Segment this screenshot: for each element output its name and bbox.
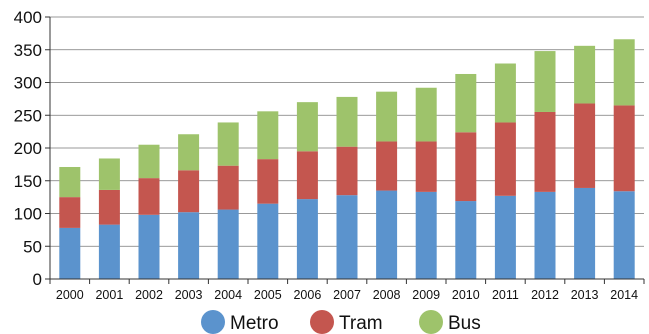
bar-metro-2014 — [613, 191, 635, 279]
bar-bus-2010 — [455, 73, 477, 133]
bar-metro-2007 — [336, 195, 358, 279]
bar-tram-2007 — [336, 146, 358, 196]
bar-bus-2005 — [257, 111, 279, 160]
bar-metro-2003 — [178, 212, 200, 279]
y-tick-label: 200 — [14, 139, 42, 158]
x-tick-label: 2011 — [492, 288, 519, 302]
bar-tram-2004 — [217, 165, 239, 210]
bar-bus-2014 — [613, 39, 635, 106]
x-tick-label: 2007 — [333, 288, 361, 302]
legend-label-tram: Tram — [339, 313, 383, 334]
legend-label-metro: Metro — [230, 313, 279, 334]
x-tick-label: 2004 — [214, 288, 242, 302]
bar-tram-2014 — [613, 105, 635, 192]
bar-tram-2001 — [98, 189, 120, 225]
bar-bus-2008 — [376, 91, 398, 142]
bar-metro-2011 — [494, 195, 516, 279]
y-tick-label: 100 — [14, 205, 42, 224]
bar-metro-2006 — [296, 199, 318, 279]
y-tick-label: 350 — [14, 41, 42, 60]
y-tick-label: 300 — [14, 74, 42, 93]
bar-metro-2005 — [257, 203, 279, 279]
bar-bus-2006 — [296, 102, 318, 152]
y-tick-labels: 0 50 100 150 200 250 300 350 400 — [14, 8, 42, 289]
bar-tram-2011 — [494, 122, 516, 196]
bar-metro-2002 — [138, 214, 160, 279]
bar-metro-2008 — [376, 190, 398, 279]
bar-bus-2002 — [138, 144, 160, 179]
x-tick-label: 2003 — [175, 288, 203, 302]
x-tick-label: 2012 — [531, 288, 559, 302]
bar-bus-2004 — [217, 122, 239, 166]
bar-metro-2010 — [455, 201, 477, 279]
x-tick-label: 2014 — [610, 288, 638, 302]
y-tick-label: 0 — [33, 270, 42, 289]
x-tick-label: 2008 — [373, 288, 401, 302]
bar-metro-2013 — [574, 187, 596, 279]
x-tick-label: 2006 — [293, 288, 321, 302]
bar-bus-2012 — [534, 51, 556, 112]
x-tick-label: 2013 — [571, 288, 599, 302]
y-tick-label: 250 — [14, 106, 42, 125]
bar-tram-2009 — [415, 141, 437, 192]
bar-tram-2002 — [138, 178, 160, 215]
bar-tram-2013 — [574, 103, 596, 188]
x-tick-label: 2001 — [95, 288, 123, 302]
x-tick-label: 2009 — [412, 288, 440, 302]
legend-label-bus: Bus — [448, 313, 481, 334]
x-tick-label: 2000 — [56, 288, 84, 302]
x-tick-label: 2005 — [254, 288, 282, 302]
y-tick-label: 400 — [14, 8, 42, 27]
legend-marker-bus — [419, 310, 443, 334]
bar-bus-2000 — [59, 166, 81, 198]
x-tick-label: 2010 — [452, 288, 480, 302]
legend-marker-tram — [310, 310, 334, 334]
bar-tram-2005 — [257, 159, 279, 204]
x-tick-label: 2002 — [135, 288, 163, 302]
bar-tram-2012 — [534, 111, 556, 192]
bar-tram-2003 — [178, 170, 200, 213]
bar-metro-2009 — [415, 191, 437, 279]
bars — [59, 39, 635, 279]
bar-bus-2003 — [178, 134, 200, 171]
bar-tram-2006 — [296, 151, 318, 200]
bar-tram-2010 — [455, 132, 477, 202]
legend: Metro Tram Bus — [201, 310, 481, 334]
bar-bus-2011 — [494, 63, 516, 123]
legend-marker-metro — [201, 310, 225, 334]
x-tick-labels: 2000 2001 2002 2003 2004 2005 2006 2007 2008 2009… — [56, 288, 638, 302]
axes — [45, 16, 645, 284]
bar-bus-2001 — [98, 158, 120, 190]
bar-metro-2004 — [217, 209, 239, 279]
bar-metro-2001 — [98, 224, 120, 279]
bar-bus-2013 — [574, 45, 596, 104]
y-tick-label: 50 — [23, 237, 42, 256]
y-tick-label: 150 — [14, 172, 42, 191]
bar-tram-2000 — [59, 197, 81, 228]
bar-metro-2000 — [59, 227, 81, 279]
bar-bus-2007 — [336, 96, 358, 147]
bar-bus-2009 — [415, 87, 437, 142]
bar-tram-2008 — [376, 141, 398, 191]
bar-metro-2012 — [534, 191, 556, 279]
